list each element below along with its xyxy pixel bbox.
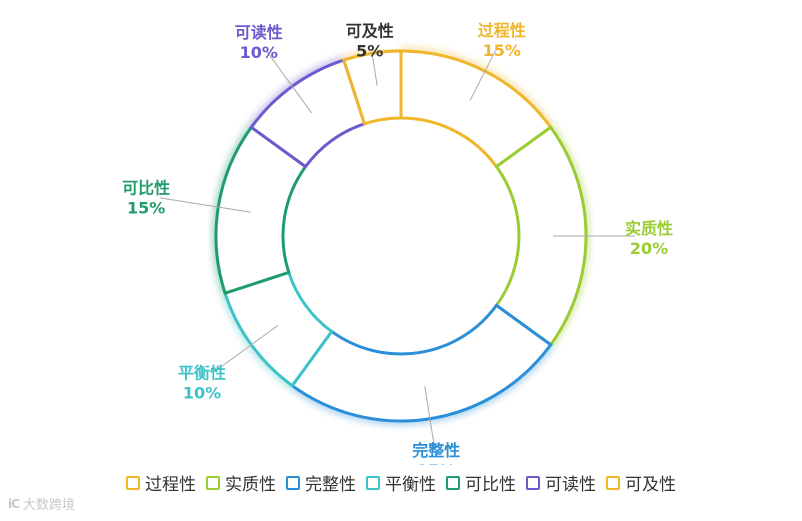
legend-item-3[interactable]: 完整性 bbox=[286, 470, 356, 495]
legend-swatch bbox=[126, 475, 140, 490]
slice-3-value: 25% bbox=[417, 461, 455, 465]
slice-7[interactable] bbox=[341, 49, 403, 126]
slice-7-value: 5% bbox=[356, 41, 383, 60]
slice-3-leader bbox=[424, 386, 435, 445]
legend-item-5[interactable]: 可比性 bbox=[446, 470, 516, 495]
legend-swatch bbox=[526, 475, 540, 490]
legend-swatch bbox=[286, 475, 300, 490]
legend-item-7[interactable]: 可及性 bbox=[606, 470, 676, 495]
slice-4-value: 10% bbox=[183, 384, 221, 403]
legend-label: 可比性 bbox=[465, 475, 516, 495]
legend-label: 可及性 bbox=[625, 475, 676, 495]
legend-item-4[interactable]: 平衡性 bbox=[366, 470, 436, 495]
legend-label: 实质性 bbox=[225, 475, 276, 495]
slice-4-leader bbox=[213, 324, 279, 373]
donut-chart: 过程性15%实质性20%完整性25%平衡性10%可比性15%可读性10%可及性5… bbox=[122, 21, 673, 465]
slice-1-value: 15% bbox=[483, 41, 521, 60]
legend: 过程性 实质性 完整性 平衡性 可比性 可读性 可及性 bbox=[0, 470, 802, 495]
slice-7-leader bbox=[371, 52, 378, 86]
legend-swatch bbox=[366, 475, 380, 490]
slice-3-label: 完整性 bbox=[412, 441, 460, 460]
watermark-text: 大数跨境 bbox=[22, 498, 75, 513]
legend-item-6[interactable]: 可读性 bbox=[526, 470, 596, 495]
legend-label: 平衡性 bbox=[385, 475, 436, 495]
legend-label: 可读性 bbox=[545, 475, 596, 495]
slice-1-leader bbox=[469, 50, 496, 101]
slice-1-label: 过程性 bbox=[478, 21, 526, 40]
legend-label: 过程性 bbox=[145, 475, 196, 495]
legend-label: 完整性 bbox=[305, 475, 356, 495]
legend-item-1[interactable]: 过程性 bbox=[126, 470, 196, 495]
slice-7-label: 可及性 bbox=[346, 21, 394, 40]
slice-6-leader bbox=[266, 51, 313, 114]
slice-6-label: 可读性 bbox=[235, 23, 283, 42]
legend-swatch bbox=[446, 475, 460, 490]
legend-swatch bbox=[206, 475, 220, 490]
slice-5-label: 可比性 bbox=[122, 179, 170, 198]
slice-6-value: 10% bbox=[240, 43, 278, 62]
slice-5-value: 15% bbox=[127, 199, 165, 218]
slice-5-leader bbox=[159, 197, 251, 213]
legend-item-2[interactable]: 实质性 bbox=[206, 470, 276, 495]
legend-swatch bbox=[606, 475, 620, 490]
watermark-logo: iC bbox=[8, 496, 20, 511]
slice-3[interactable] bbox=[290, 303, 553, 423]
watermark: iC 大数跨境 bbox=[8, 494, 75, 514]
slice-4-label: 平衡性 bbox=[178, 364, 226, 383]
slice-2-label: 实质性 bbox=[625, 219, 673, 238]
slice-2-value: 20% bbox=[630, 239, 668, 258]
